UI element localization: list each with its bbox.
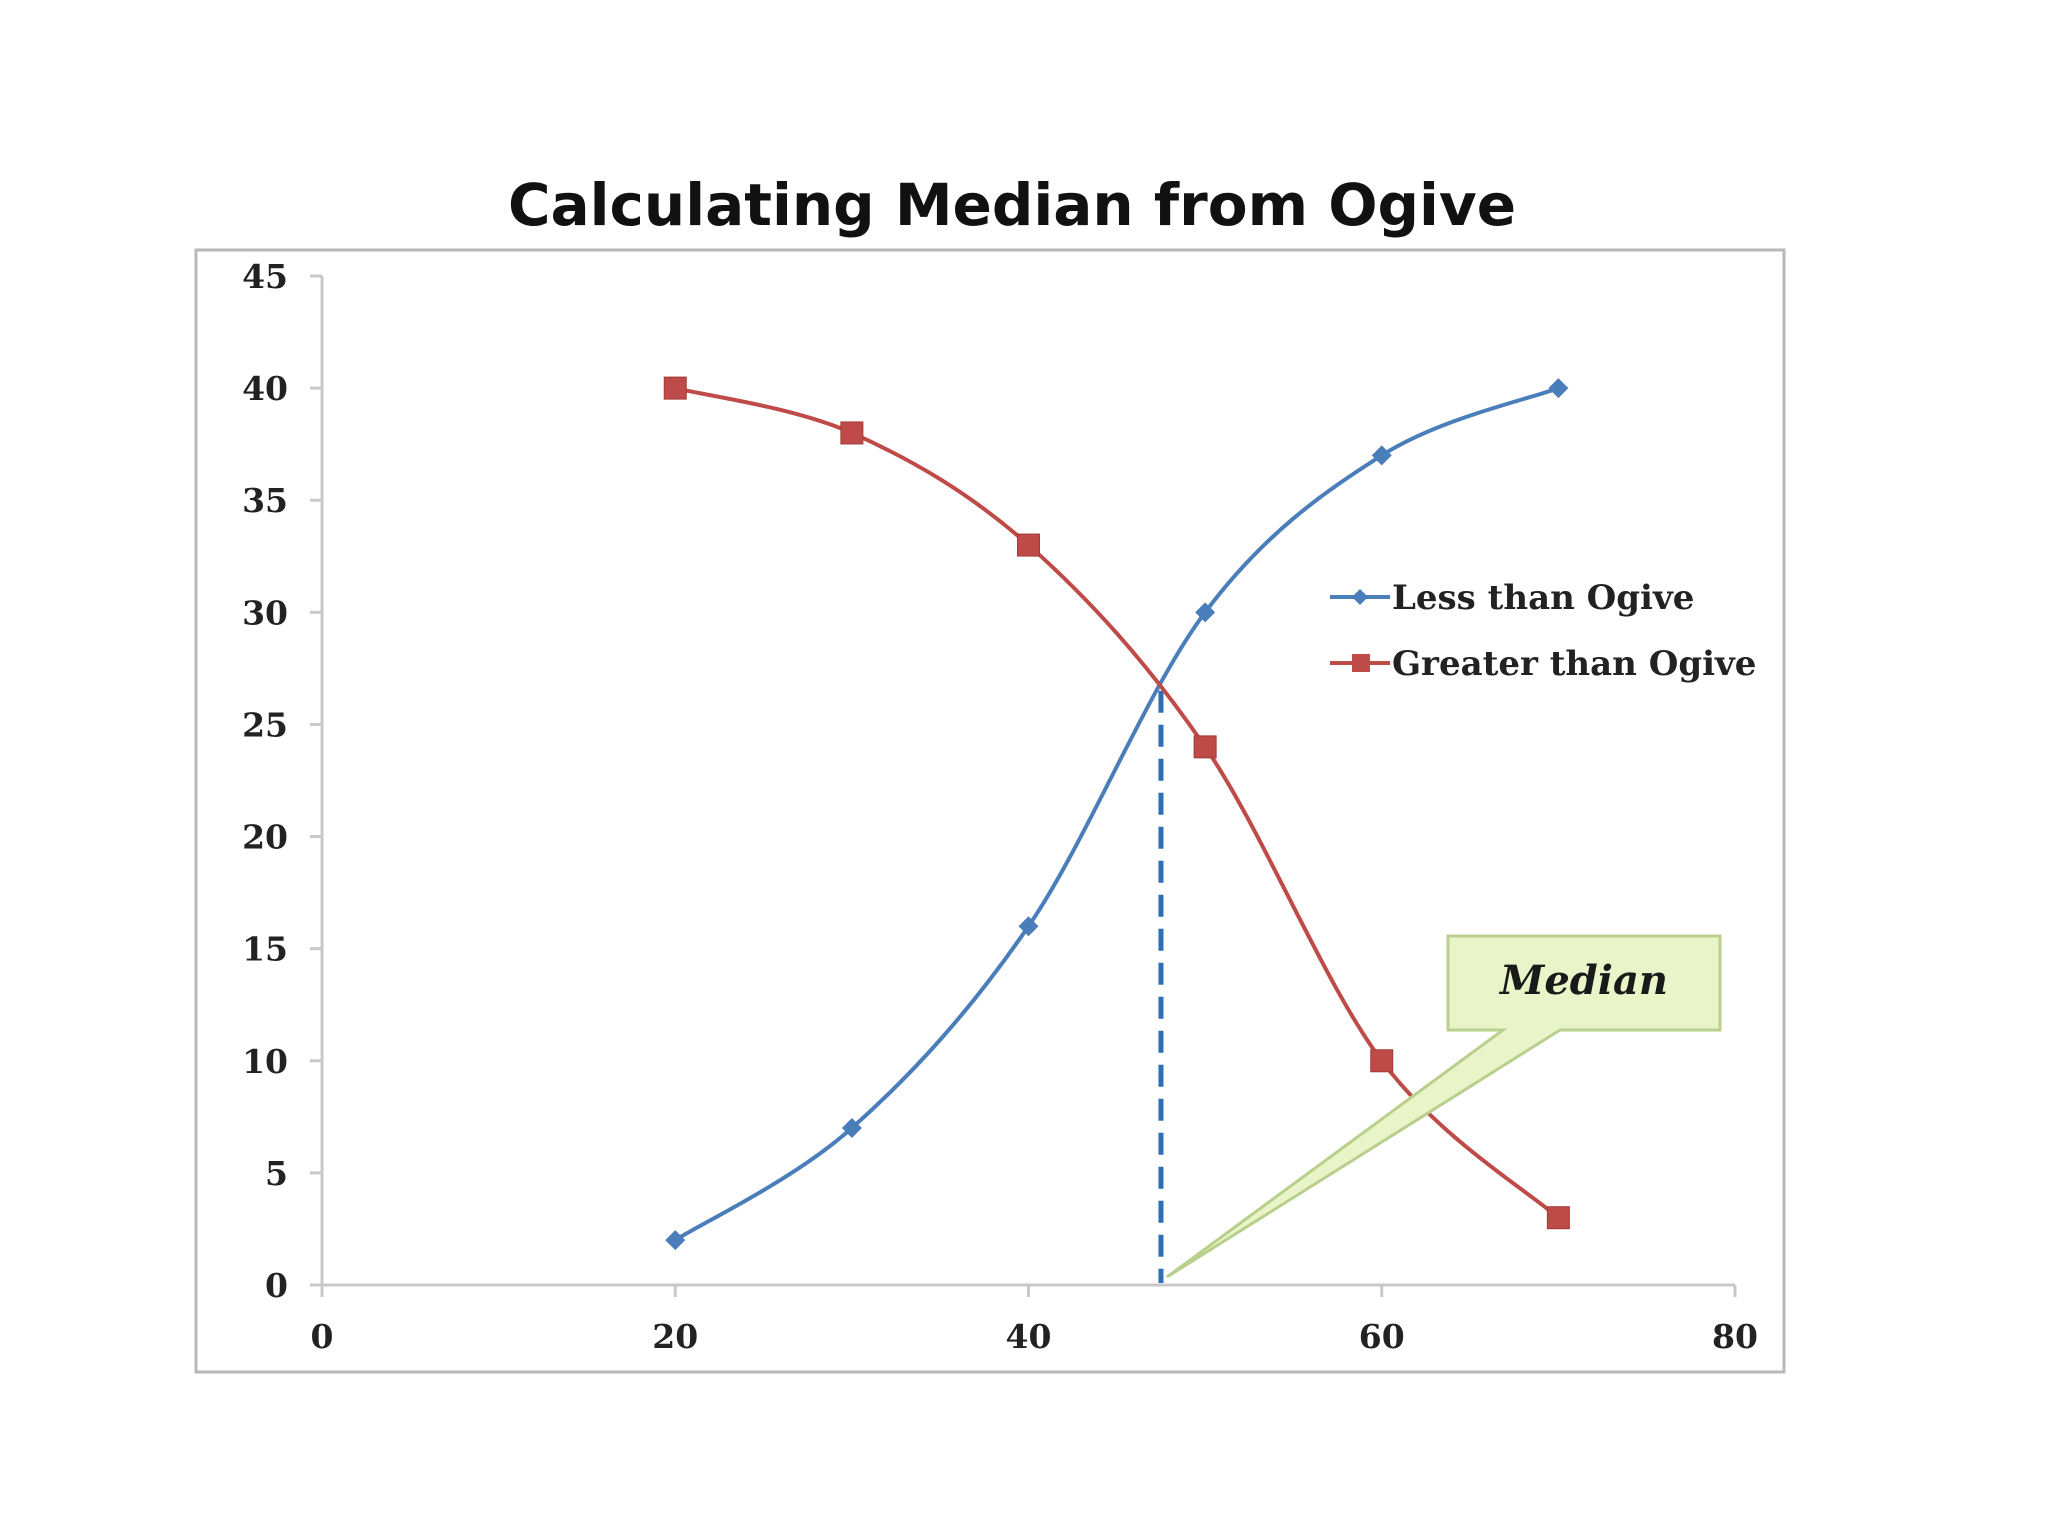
axes: 0 5 10 15 20 25 30 35 40 45 0 20 40 60 80 [242, 257, 1758, 1356]
chart-title: Calculating Median from Ogive [508, 171, 1516, 239]
x-tick-label: 40 [1006, 1317, 1052, 1356]
median-callout: Median [1166, 934, 1722, 1279]
less-than-ogive-point [1195, 602, 1216, 623]
legend-label: Less than Ogive [1392, 578, 1694, 618]
legend-label: Greater than Ogive [1392, 644, 1756, 684]
x-tick-label: 60 [1359, 1317, 1405, 1356]
x-tick-label: 80 [1712, 1317, 1758, 1356]
y-tick-label: 30 [242, 593, 288, 632]
callout-label: Median [1498, 957, 1668, 1004]
greater-than-ogive-point [1017, 533, 1040, 557]
y-tick-label: 15 [242, 930, 288, 969]
legend: Less than Ogive Greater than Ogive [1330, 578, 1756, 684]
legend-diamond-marker [1352, 589, 1368, 605]
x-tick-label: 20 [652, 1317, 698, 1356]
y-tick-label: 5 [265, 1154, 288, 1193]
chart-frame [194, 248, 1786, 1374]
y-tick-label: 25 [242, 705, 288, 744]
greater-than-ogive-point [840, 421, 864, 445]
legend-square-marker [1352, 654, 1370, 672]
series-layer [663, 376, 1570, 1251]
y-tick-label: 40 [242, 369, 288, 408]
y-tick-label: 0 [265, 1266, 288, 1305]
less-than-ogive-point [665, 1230, 686, 1251]
less-than-ogive-point [841, 1118, 862, 1139]
less-than-ogive-point [1548, 378, 1569, 399]
y-tick-label: 20 [242, 818, 288, 857]
greater-than-ogive-point [1193, 735, 1217, 759]
y-tick-label: 45 [242, 257, 288, 296]
callout-shape [1166, 934, 1722, 1279]
less-than-ogive-point [1018, 916, 1039, 937]
greater-than-ogive-point [663, 376, 687, 400]
greater-than-ogive-point [1370, 1049, 1394, 1073]
less-than-ogive-point [1371, 445, 1392, 466]
y-tick-label: 10 [242, 1042, 288, 1081]
greater-than-ogive-point [1546, 1206, 1570, 1230]
x-tick-label: 0 [311, 1317, 334, 1356]
y-tick-label: 35 [242, 481, 288, 520]
